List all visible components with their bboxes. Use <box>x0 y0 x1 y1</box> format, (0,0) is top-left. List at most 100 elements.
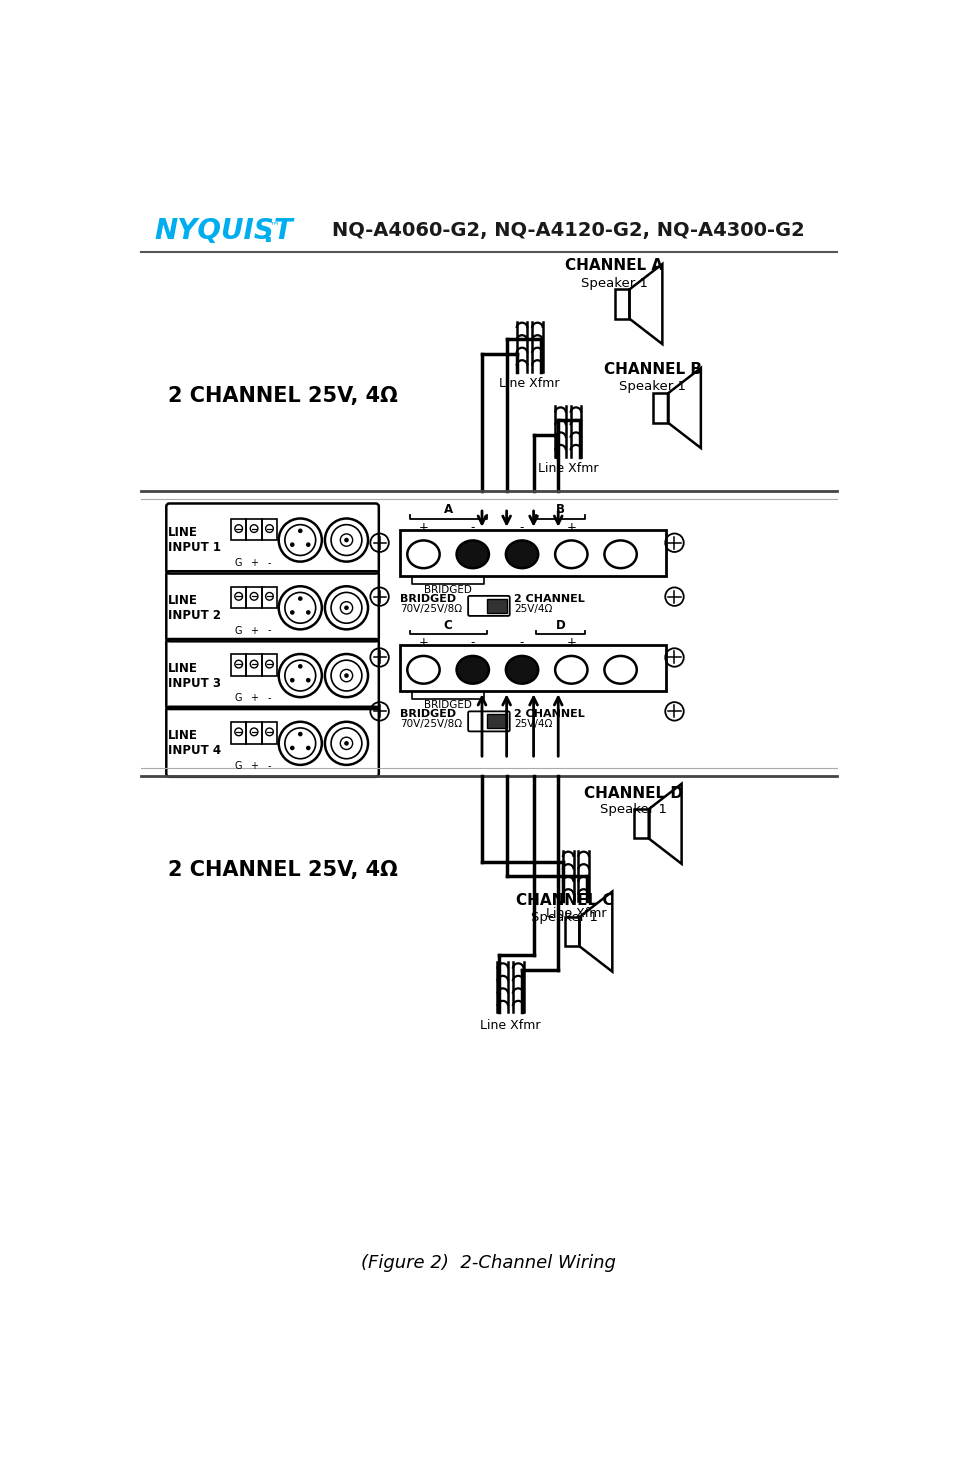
Text: 2 CHANNEL 25V, 4Ω: 2 CHANNEL 25V, 4Ω <box>169 860 397 881</box>
Text: BRIDGED: BRIDGED <box>424 701 472 711</box>
Bar <box>614 289 629 319</box>
Text: +: + <box>418 521 428 534</box>
Text: 2 CHANNEL: 2 CHANNEL <box>514 594 584 603</box>
Text: ™: ™ <box>269 220 279 230</box>
Bar <box>246 723 261 743</box>
Text: Speaker 1: Speaker 1 <box>618 381 686 392</box>
Circle shape <box>306 543 311 547</box>
Bar <box>246 587 261 608</box>
Bar <box>246 519 261 540</box>
Circle shape <box>344 606 349 611</box>
Ellipse shape <box>456 656 488 683</box>
Bar <box>634 810 648 838</box>
Text: 2 CHANNEL 25V, 4Ω: 2 CHANNEL 25V, 4Ω <box>169 386 397 407</box>
Circle shape <box>290 746 294 751</box>
Bar <box>231 655 246 676</box>
Bar <box>261 655 277 676</box>
Circle shape <box>297 528 302 532</box>
Text: 70V/25V/8Ω: 70V/25V/8Ω <box>400 720 462 730</box>
Text: BRIDGED: BRIDGED <box>400 709 456 720</box>
Text: +: + <box>566 521 576 534</box>
Text: +: + <box>418 636 428 649</box>
Circle shape <box>344 673 349 678</box>
Text: Line Xfmr: Line Xfmr <box>479 1019 540 1032</box>
Bar <box>486 714 506 729</box>
Ellipse shape <box>505 656 537 683</box>
Text: 25V/4Ω: 25V/4Ω <box>514 720 552 730</box>
Ellipse shape <box>407 656 439 683</box>
Text: 2 CHANNEL: 2 CHANNEL <box>514 709 584 720</box>
Text: G: G <box>234 625 242 636</box>
Text: LINE
INPUT 2: LINE INPUT 2 <box>168 594 221 622</box>
Circle shape <box>306 746 311 751</box>
Text: BRIDGED: BRIDGED <box>424 584 472 594</box>
Text: Line Xfmr: Line Xfmr <box>499 376 559 389</box>
Ellipse shape <box>604 656 636 683</box>
Text: CHANNEL B: CHANNEL B <box>603 361 701 378</box>
Circle shape <box>344 538 349 543</box>
Text: -: - <box>268 693 271 704</box>
Circle shape <box>297 664 302 668</box>
Text: CHANNEL D: CHANNEL D <box>583 786 682 801</box>
Circle shape <box>306 611 311 615</box>
Text: G: G <box>234 558 242 568</box>
Circle shape <box>290 678 294 683</box>
Text: LINE
INPUT 3: LINE INPUT 3 <box>168 662 221 690</box>
Ellipse shape <box>555 656 587 683</box>
Text: -: - <box>470 521 475 534</box>
Text: LINE
INPUT 4: LINE INPUT 4 <box>168 729 221 757</box>
Bar <box>231 519 246 540</box>
Circle shape <box>297 732 302 736</box>
Text: BRIDGED: BRIDGED <box>400 594 456 603</box>
Text: -: - <box>268 761 271 771</box>
FancyBboxPatch shape <box>468 596 509 617</box>
Text: (Figure 2)  2-Channel Wiring: (Figure 2) 2-Channel Wiring <box>361 1254 616 1271</box>
Text: .: . <box>261 220 273 248</box>
Circle shape <box>290 543 294 547</box>
Text: -: - <box>268 558 271 568</box>
Ellipse shape <box>456 540 488 568</box>
Ellipse shape <box>604 540 636 568</box>
Ellipse shape <box>505 540 537 568</box>
Bar <box>653 394 667 423</box>
Circle shape <box>290 611 294 615</box>
Text: -: - <box>519 521 523 534</box>
Bar <box>261 587 277 608</box>
Text: G: G <box>234 761 242 771</box>
Text: Line Xfmr: Line Xfmr <box>545 907 605 919</box>
Text: 25V/4Ω: 25V/4Ω <box>514 603 552 614</box>
Bar <box>246 655 261 676</box>
Text: D: D <box>555 618 565 631</box>
Circle shape <box>306 678 311 683</box>
Text: LINE
INPUT 1: LINE INPUT 1 <box>168 527 221 555</box>
Bar <box>261 723 277 743</box>
Text: C: C <box>443 618 452 631</box>
Text: +: + <box>250 558 258 568</box>
FancyBboxPatch shape <box>468 711 509 732</box>
Bar <box>231 723 246 743</box>
Bar <box>231 587 246 608</box>
Circle shape <box>297 596 302 600</box>
Text: G: G <box>234 693 242 704</box>
Text: +: + <box>566 636 576 649</box>
Bar <box>486 599 506 612</box>
Ellipse shape <box>407 540 439 568</box>
Text: B: B <box>556 503 564 516</box>
Text: +: + <box>250 693 258 704</box>
Text: -: - <box>519 636 523 649</box>
Text: -: - <box>268 625 271 636</box>
Text: A: A <box>443 503 453 516</box>
Text: NQ-A4060-G2, NQ-A4120-G2, NQ-A4300-G2: NQ-A4060-G2, NQ-A4120-G2, NQ-A4300-G2 <box>332 221 803 240</box>
Text: CHANNEL C: CHANNEL C <box>515 894 613 909</box>
Text: +: + <box>250 761 258 771</box>
Text: Line Xfmr: Line Xfmr <box>537 462 598 475</box>
Text: NYQUIST: NYQUIST <box>153 217 293 245</box>
Text: Speaker 1: Speaker 1 <box>530 912 598 925</box>
Text: Speaker 1: Speaker 1 <box>580 277 647 289</box>
Text: CHANNEL A: CHANNEL A <box>565 258 662 273</box>
Circle shape <box>344 740 349 746</box>
Ellipse shape <box>555 540 587 568</box>
Text: +: + <box>250 625 258 636</box>
Text: -: - <box>470 636 475 649</box>
Text: 70V/25V/8Ω: 70V/25V/8Ω <box>400 603 462 614</box>
